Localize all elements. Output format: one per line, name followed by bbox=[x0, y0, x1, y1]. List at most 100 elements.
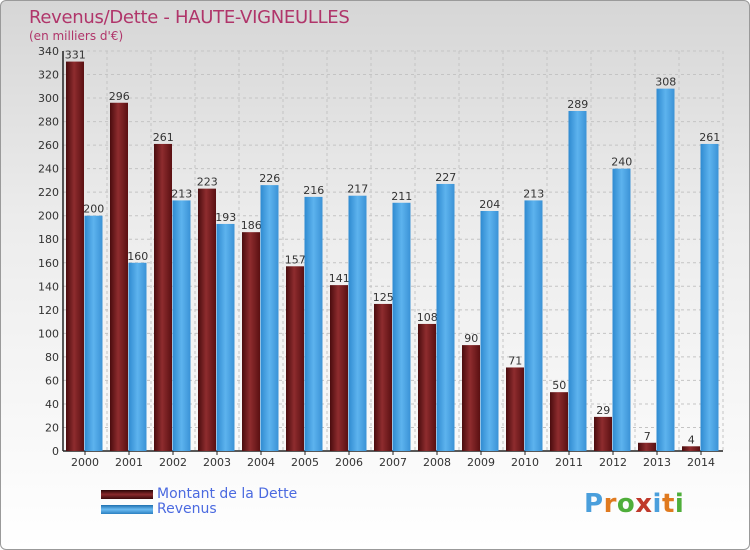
data-label-dette: 331 bbox=[65, 49, 86, 62]
bar-revenus bbox=[84, 215, 103, 451]
data-label-revenus: 193 bbox=[215, 211, 236, 224]
y-tick-label: 0 bbox=[52, 445, 59, 458]
data-label-dette: 157 bbox=[285, 253, 306, 266]
y-tick-label: 200 bbox=[38, 210, 59, 223]
x-tick-label: 2013 bbox=[643, 456, 671, 469]
bar-revenus bbox=[128, 262, 147, 451]
legend-label-revenus: Revenus bbox=[157, 501, 217, 517]
data-label-revenus: 226 bbox=[259, 172, 280, 185]
logo-letter: o bbox=[616, 489, 636, 519]
x-tick-label: 2009 bbox=[467, 456, 495, 469]
x-tick-label: 2007 bbox=[379, 456, 407, 469]
x-tick-label: 2002 bbox=[159, 456, 187, 469]
bar-dette bbox=[506, 367, 524, 451]
data-label-dette: 90 bbox=[464, 332, 478, 345]
bar-revenus bbox=[568, 111, 587, 451]
y-tick-label: 60 bbox=[45, 374, 59, 387]
bar-dette bbox=[638, 442, 656, 451]
x-tick-label: 2001 bbox=[115, 456, 143, 469]
x-tick-label: 2008 bbox=[423, 456, 451, 469]
bar-revenus bbox=[216, 223, 235, 451]
y-tick-label: 160 bbox=[38, 257, 59, 270]
bar-revenus bbox=[172, 200, 191, 451]
logo-letter: i bbox=[652, 489, 662, 519]
data-label-dette: 186 bbox=[241, 219, 262, 232]
bar-revenus bbox=[260, 185, 279, 451]
chart-title: Revenus/Dette - HAUTE-VIGNEULLES bbox=[29, 7, 350, 28]
legend-label-dette: Montant de la Dette bbox=[157, 486, 298, 502]
x-tick-label: 2006 bbox=[335, 456, 363, 469]
data-label-dette: 7 bbox=[644, 430, 651, 443]
data-label-revenus: 200 bbox=[83, 203, 104, 216]
bar-revenus bbox=[480, 211, 499, 451]
y-tick-label: 320 bbox=[38, 69, 59, 82]
data-label-revenus: 289 bbox=[567, 98, 588, 111]
x-tick-label: 2000 bbox=[71, 456, 99, 469]
bar-dette bbox=[418, 323, 436, 451]
data-label-dette: 50 bbox=[552, 379, 566, 392]
y-tick-label: 340 bbox=[38, 45, 59, 58]
legend-swatch-revenus bbox=[101, 505, 153, 514]
data-label-dette: 296 bbox=[109, 90, 130, 103]
y-tick-label: 140 bbox=[38, 280, 59, 293]
y-tick-label: 80 bbox=[45, 351, 59, 364]
data-label-revenus: 261 bbox=[699, 131, 720, 144]
x-tick-label: 2014 bbox=[687, 456, 715, 469]
logo-letter: t bbox=[661, 489, 675, 519]
x-tick-label: 2004 bbox=[247, 456, 275, 469]
y-tick-label: 100 bbox=[38, 327, 59, 340]
y-tick-label: 20 bbox=[45, 421, 59, 434]
logo-letter: x bbox=[635, 489, 653, 519]
data-label-revenus: 308 bbox=[655, 76, 676, 89]
y-tick-label: 240 bbox=[38, 163, 59, 176]
data-label-dette: 108 bbox=[417, 311, 438, 324]
bar-dette bbox=[594, 416, 612, 451]
bar-dette bbox=[286, 266, 304, 451]
y-tick-label: 40 bbox=[45, 398, 59, 411]
data-label-revenus: 213 bbox=[523, 187, 544, 200]
y-tick-label: 180 bbox=[38, 233, 59, 246]
x-tick-label: 2005 bbox=[291, 456, 319, 469]
legend-swatch-dette bbox=[101, 490, 153, 499]
bar-revenus bbox=[304, 196, 323, 451]
data-label-dette: 71 bbox=[508, 354, 522, 367]
data-label-revenus: 217 bbox=[347, 183, 368, 196]
bar-dette bbox=[682, 446, 700, 451]
data-label-dette: 125 bbox=[373, 291, 394, 304]
y-tick-label: 260 bbox=[38, 139, 59, 152]
x-tick-label: 2011 bbox=[555, 456, 583, 469]
bar-revenus bbox=[612, 168, 631, 451]
chart-subtitle: (en milliers d'€) bbox=[29, 29, 124, 43]
bar-revenus bbox=[700, 143, 719, 452]
data-label-revenus: 216 bbox=[303, 184, 324, 197]
data-label-revenus: 213 bbox=[171, 187, 192, 200]
bar-revenus bbox=[348, 195, 367, 451]
bar-dette bbox=[198, 188, 216, 451]
logo-letter: P bbox=[584, 489, 604, 519]
bar-dette bbox=[154, 143, 172, 452]
x-tick-label: 2010 bbox=[511, 456, 539, 469]
logo-letter: r bbox=[603, 489, 617, 519]
data-label-dette: 4 bbox=[688, 433, 695, 446]
bar-dette bbox=[374, 303, 392, 451]
bar-revenus bbox=[656, 88, 675, 451]
logo-letter: i bbox=[674, 489, 685, 519]
bar-revenus bbox=[436, 183, 455, 452]
bar-dette bbox=[110, 102, 128, 451]
data-label-revenus: 211 bbox=[391, 190, 412, 203]
data-label-revenus: 160 bbox=[127, 250, 148, 263]
y-tick-label: 280 bbox=[38, 116, 59, 129]
x-tick-label: 2003 bbox=[203, 456, 231, 469]
bar-dette bbox=[242, 232, 260, 451]
bar-dette bbox=[462, 345, 480, 451]
proxiti-logo: Proxiti bbox=[584, 489, 684, 519]
bar-revenus bbox=[392, 202, 411, 451]
data-label-revenus: 227 bbox=[435, 171, 456, 184]
data-label-revenus: 204 bbox=[479, 198, 500, 211]
y-tick-label: 120 bbox=[38, 304, 59, 317]
bar-dette bbox=[66, 61, 84, 452]
y-tick-label: 220 bbox=[38, 186, 59, 199]
bar-dette bbox=[550, 392, 568, 451]
data-label-dette: 261 bbox=[153, 131, 174, 144]
